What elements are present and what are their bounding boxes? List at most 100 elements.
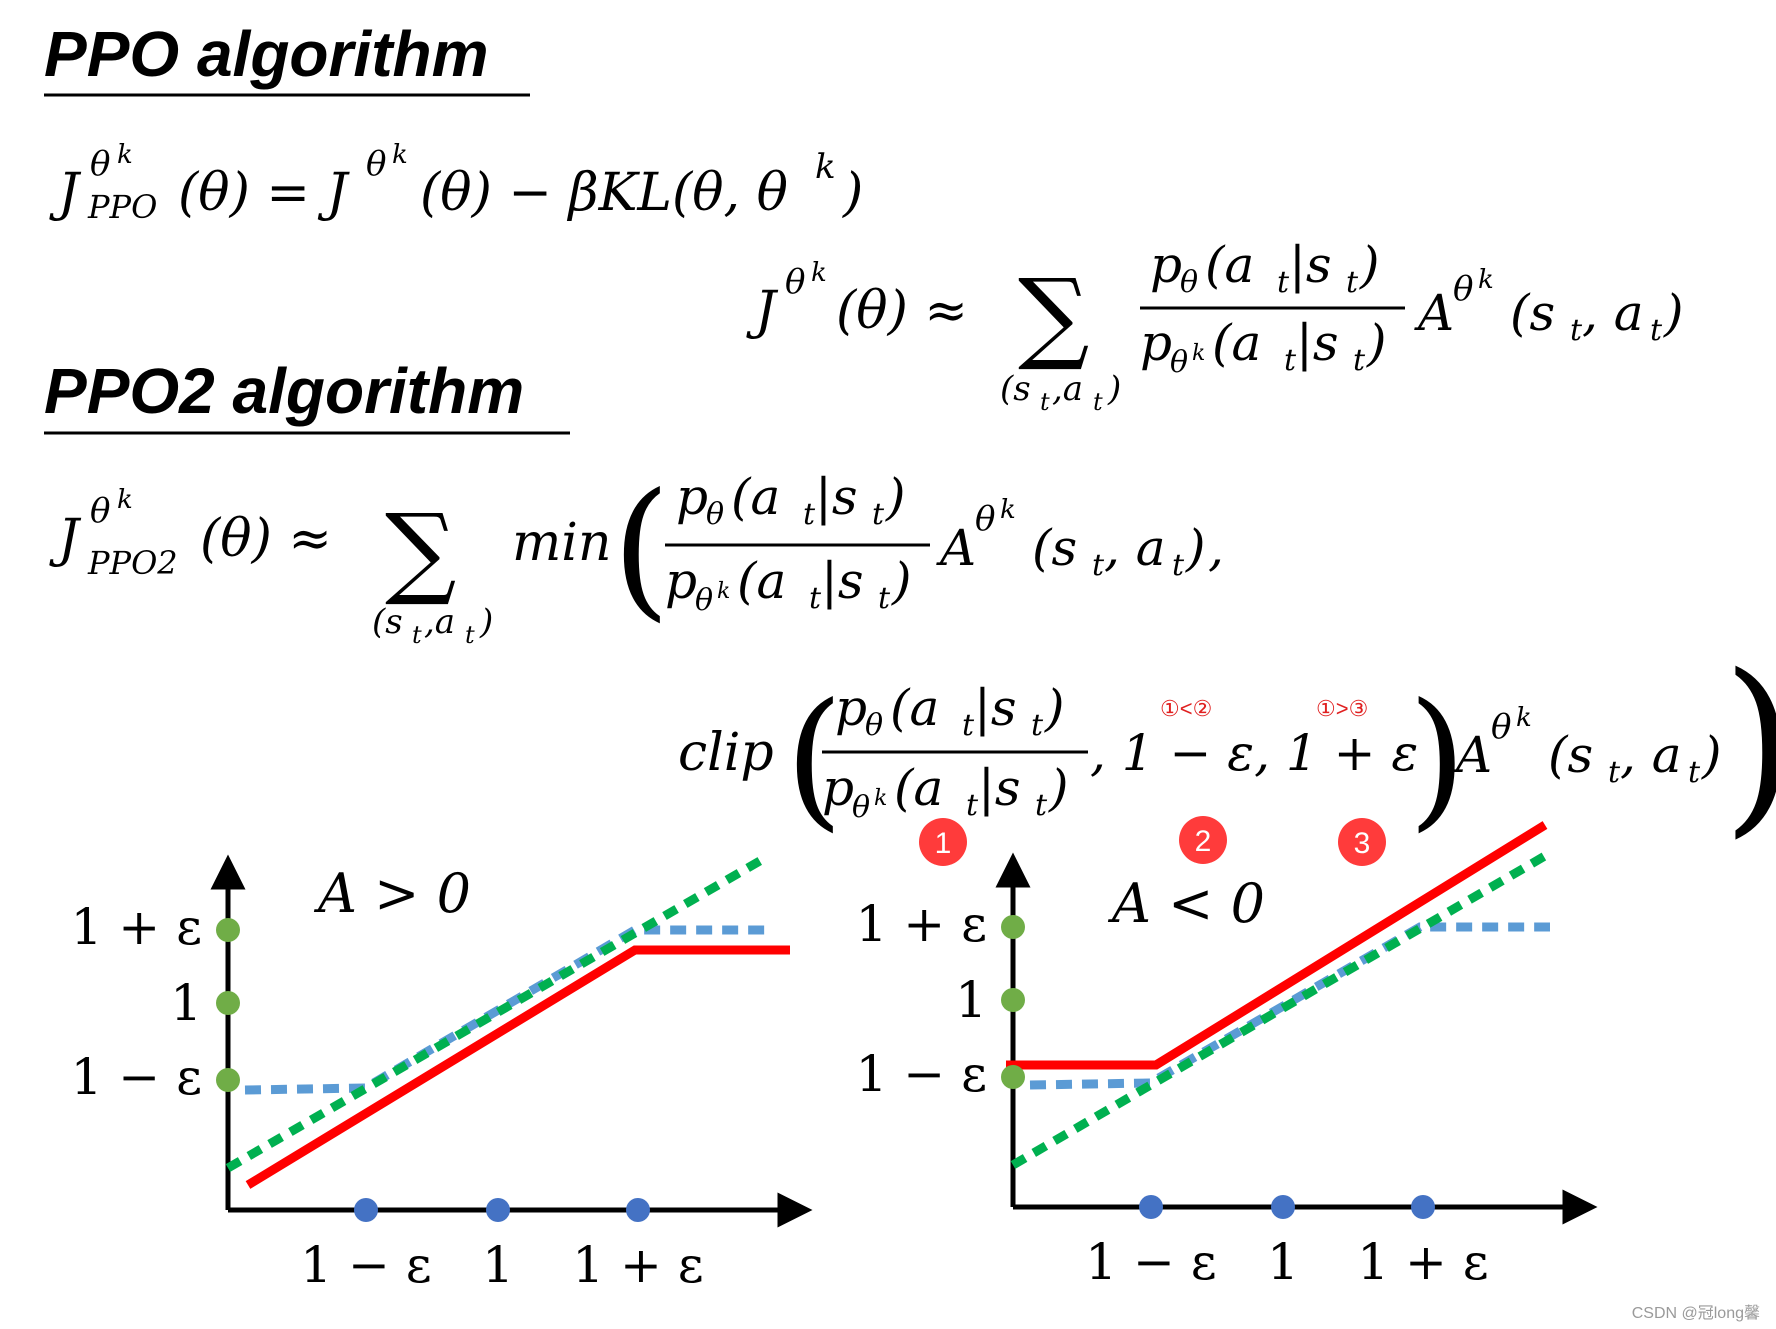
x-tick-label: 1 — [482, 1236, 514, 1294]
svg-text:2: 2 — [1195, 825, 1212, 858]
x-tick-label: 1 + ε — [1357, 1233, 1488, 1291]
svg-text:PPO: PPO — [87, 188, 157, 226]
svg-text:p: p — [1140, 314, 1172, 372]
svg-text:(θ) ≈: (θ) ≈ — [200, 509, 332, 569]
svg-text:t: t — [1031, 708, 1044, 743]
svg-text:): ) — [1701, 726, 1722, 784]
badge-1: 1 — [919, 818, 967, 866]
svg-text:k: k — [117, 485, 133, 515]
x-tick-marker — [1411, 1195, 1435, 1219]
svg-text:θ: θ — [865, 708, 883, 743]
svg-text:t: t — [803, 497, 816, 532]
svg-text:t: t — [1040, 388, 1050, 416]
svg-text:): ) — [842, 163, 863, 223]
svg-text:θ: θ — [1170, 345, 1188, 380]
svg-text:): ) — [1366, 314, 1387, 372]
sum-subscript-ppo2: (s t ,a t ) — [372, 602, 493, 649]
svg-text:A: A — [1452, 726, 1492, 784]
svg-text:t: t — [1570, 313, 1583, 348]
svg-text:k: k — [1192, 341, 1205, 366]
svg-text:, a: , a — [1620, 726, 1682, 784]
y-tick-marker — [216, 918, 240, 942]
svg-text:|s: |s — [978, 759, 1021, 817]
svg-text:t: t — [1353, 343, 1366, 378]
svg-text:t: t — [1093, 388, 1103, 416]
ratio-fraction: p θ (a t |s t ) p θ k (a t |s t ) — [1140, 236, 1405, 380]
svg-text:J: J — [746, 281, 779, 341]
svg-text:A: A — [1414, 284, 1454, 342]
svg-text:PPO2: PPO2 — [87, 544, 178, 582]
svg-text:|s: |s — [815, 468, 858, 526]
svg-text:|s: |s — [1289, 236, 1332, 294]
svg-text:k: k — [717, 579, 730, 604]
heading-ppo2: PPO2 algorithm — [44, 355, 570, 435]
svg-text:): ) — [891, 552, 912, 610]
svg-text:t: t — [809, 581, 822, 616]
svg-text:PPO2 algorithm: PPO2 algorithm — [44, 355, 524, 427]
svg-text:p: p — [835, 679, 867, 737]
y-tick-label: 1 − ε — [856, 1045, 987, 1103]
x-tick-label: 1 − ε — [1085, 1233, 1216, 1291]
svg-text:(s: (s — [1548, 726, 1593, 784]
svg-text:, 1 − ε, 1 + ε: , 1 − ε, 1 + ε — [1090, 724, 1418, 782]
svg-text:J: J — [49, 163, 82, 223]
objective-curve — [1006, 821, 1548, 1070]
y-tick-label: 1 + ε — [856, 895, 987, 953]
svg-text:1: 1 — [935, 827, 952, 860]
svg-text:(a: (a — [894, 759, 943, 817]
svg-text:(θ) − βKL(θ, θ: (θ) − βKL(θ, θ — [420, 163, 788, 223]
equation-importance-sampling: J θ k (θ) ≈ ∑ (s t ,a t ) p θ (a t |s t … — [746, 236, 1684, 416]
svg-text:clip: clip — [678, 723, 774, 783]
badge-3: 3 — [1338, 818, 1386, 866]
svg-text:|s: |s — [1296, 314, 1339, 372]
svg-text:(s: (s — [372, 602, 403, 642]
svg-text:PPO algorithm: PPO algorithm — [44, 18, 489, 90]
svg-text:k: k — [1478, 265, 1494, 295]
svg-text:(a: (a — [890, 679, 939, 737]
svg-text:k: k — [874, 786, 887, 811]
watermark: CSDN @冠long馨 — [1632, 1304, 1760, 1322]
svg-text:(a: (a — [1205, 236, 1254, 294]
svg-text:): ) — [1185, 519, 1206, 577]
clip-ratio-fraction: p θ (a t |s t ) p θ k (a t |s t ) — [822, 679, 1088, 825]
equation-ppo2-objective: J θ k PPO2 (θ) ≈ ∑ (s t ,a t ) min ( p θ… — [49, 462, 1224, 649]
condition-label: A > 0 — [313, 862, 471, 925]
svg-text:|s: |s — [974, 679, 1017, 737]
svg-text:): ) — [885, 468, 906, 526]
y-tick-marker — [1001, 1065, 1025, 1089]
svg-text:θ: θ — [706, 497, 724, 532]
svg-text:(a: (a — [737, 552, 786, 610]
svg-text:θ: θ — [1453, 269, 1473, 309]
compare-note-left: ①<② — [1160, 696, 1212, 721]
plot-advantage-positive: A > 0 1 + ε 1 1 − ε 1 − ε 1 1 + ε — [71, 854, 813, 1294]
x-tick-marker — [1139, 1195, 1163, 1219]
svg-text:t: t — [1277, 265, 1290, 300]
x-tick-marker — [1271, 1195, 1295, 1219]
equation-clip-term: clip ( p θ (a t |s t ) p θ k (a t |s t )… — [678, 634, 1776, 855]
svg-text:): ) — [1048, 759, 1069, 817]
svg-text:t: t — [1346, 265, 1359, 300]
ppo2-ratio-fraction: p θ (a t |s t ) p θ k (a t |s t ) — [665, 468, 930, 618]
svg-text:t: t — [878, 581, 891, 616]
svg-text:t: t — [1092, 548, 1105, 583]
svg-text:(s: (s — [1510, 284, 1555, 342]
svg-text:∑: ∑ — [1018, 257, 1089, 374]
x-tick-label: 1 + ε — [572, 1236, 703, 1294]
svg-text:(s: (s — [1032, 519, 1077, 577]
y-tick-marker — [216, 991, 240, 1015]
svg-text:t: t — [1284, 343, 1297, 378]
x-tick-marker — [354, 1198, 378, 1222]
compare-note-right: ①>③ — [1316, 696, 1368, 721]
y-tick-label: 1 + ε — [71, 898, 202, 956]
svg-text:p: p — [1150, 236, 1182, 294]
sum-subscript: (s t ,a t ) — [1000, 369, 1121, 416]
y-tick-marker — [1001, 988, 1025, 1012]
svg-text:t: t — [872, 497, 885, 532]
svg-text:min: min — [512, 513, 611, 573]
svg-text:θ: θ — [90, 491, 110, 531]
y-tick-marker — [216, 1068, 240, 1092]
svg-text:(a: (a — [731, 468, 780, 526]
svg-text:k: k — [1000, 495, 1016, 525]
svg-text:A: A — [936, 519, 976, 577]
